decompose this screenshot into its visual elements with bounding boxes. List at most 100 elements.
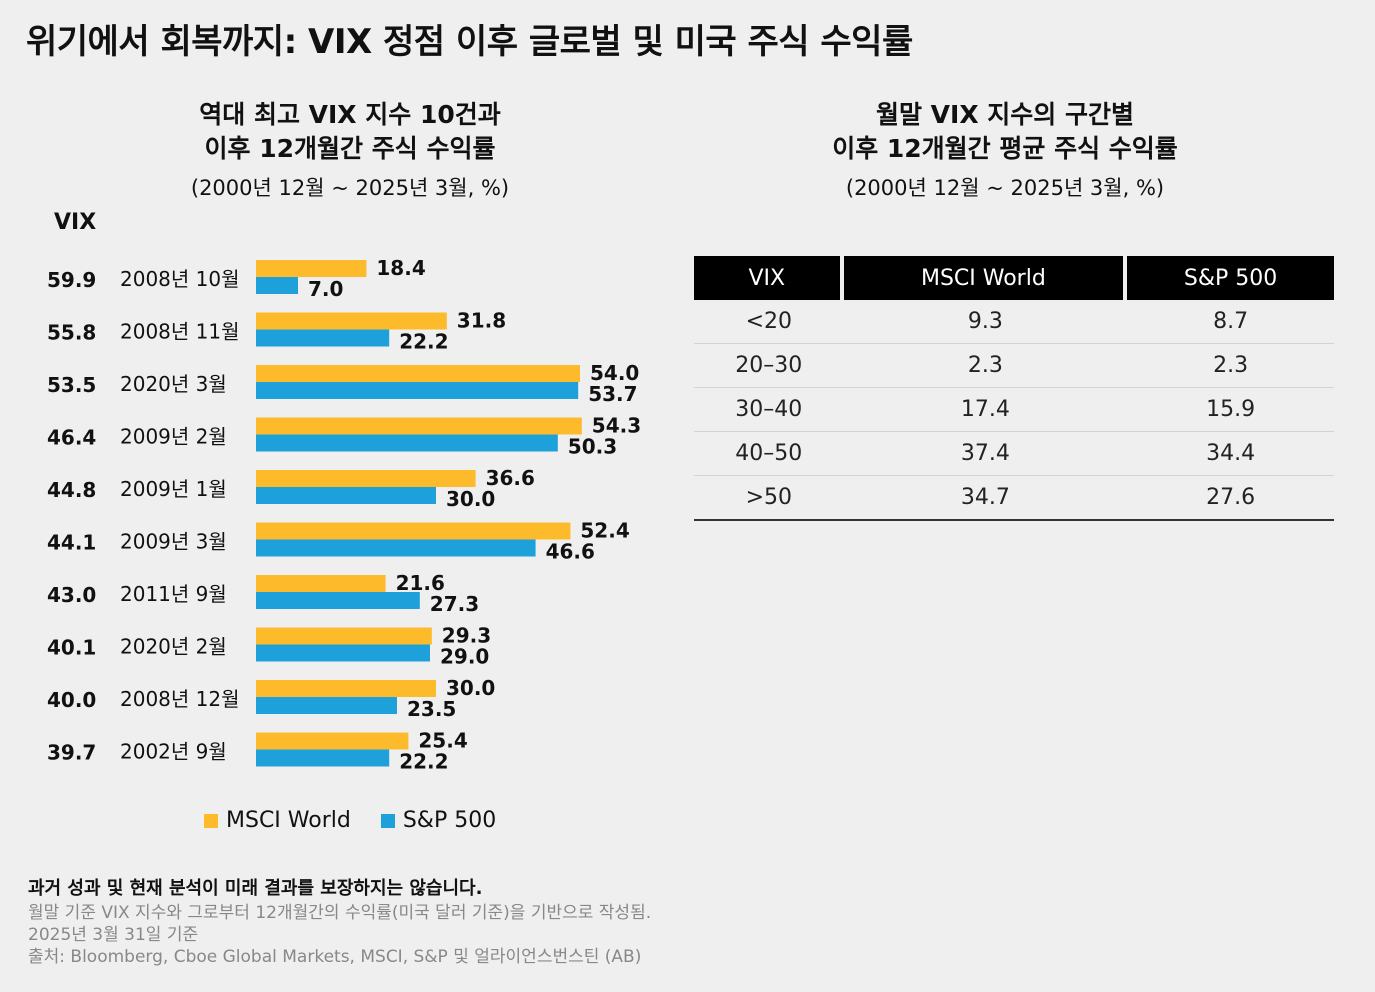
category-label: 2011년 9월 <box>120 582 227 606</box>
category-label: 2008년 11월 <box>120 320 240 344</box>
data-label-sp: 50.3 <box>568 435 617 459</box>
msci-value-cell: 17.4 <box>843 388 1128 432</box>
table-body: <20 9.3 8.7 20–30 2.3 2.3 30–40 17.4 15.9 40–50 37… <box>694 300 1334 521</box>
bar-sp <box>256 749 390 767</box>
table-row: 40–50 37.4 34.4 <box>694 432 1334 476</box>
sp-value-cell: 27.6 <box>1127 476 1334 521</box>
page-title: 위기에서 회복까지: VIX 정점 이후 글로벌 및 미국 주식 수익률 <box>26 22 913 62</box>
data-label-msci: 36.6 <box>486 466 535 490</box>
left-title-line1: 역대 최고 VIX 지수 10건과 <box>199 100 501 129</box>
data-label-msci: 31.8 <box>457 309 506 333</box>
data-label-sp: 30.0 <box>446 487 495 511</box>
category-label: 2002년 9월 <box>120 740 227 764</box>
left-chart-range: (2000년 12월 ~ 2025년 3월, %) <box>190 176 510 200</box>
bar-sp <box>256 329 390 347</box>
bar-sp <box>256 277 298 294</box>
category-label: 2020년 2월 <box>120 635 227 659</box>
chart-legend: MSCI World S&P 500 <box>204 808 496 833</box>
table-row: 20–30 2.3 2.3 <box>694 344 1334 388</box>
right-title-line1: 월말 VIX 지수의 구간별 <box>875 100 1135 129</box>
bar-msci <box>256 522 571 540</box>
legend-label-sp: S&P 500 <box>402 808 497 833</box>
table-header-vix: VIX <box>694 256 844 300</box>
category-label: 2008년 10월 <box>120 267 240 291</box>
msci-value-cell: 2.3 <box>843 344 1128 388</box>
legend-swatch-msci <box>204 813 218 828</box>
table-row: >50 34.7 27.6 <box>694 476 1334 521</box>
sp-value-cell: 34.4 <box>1127 432 1334 476</box>
vix-value-label: 46.4 <box>47 426 96 450</box>
table-header-sp: S&P 500 <box>1127 256 1334 300</box>
bar-sp <box>256 644 430 662</box>
vix-value-label: 39.7 <box>47 741 96 765</box>
msci-value-cell: 37.4 <box>843 432 1128 476</box>
vix-value-label: 55.8 <box>47 321 96 345</box>
footer-date: 2025년 3월 31일 기준 <box>28 925 199 945</box>
data-label-sp: 29.0 <box>440 645 489 669</box>
data-label-msci: 52.4 <box>580 519 629 543</box>
data-label-sp: 27.3 <box>430 592 479 616</box>
right-table-title: 월말 VIX 지수의 구간별 이후 12개월간 평균 주식 수익률 <box>760 98 1250 166</box>
category-label: 2020년 3월 <box>120 372 227 396</box>
vix-value-label: 43.0 <box>47 583 96 607</box>
legend-item-sp: S&P 500 <box>380 808 497 833</box>
data-label-msci: 25.4 <box>418 729 467 753</box>
footer: 과거 성과 및 현재 분석이 미래 결과를 보장하지는 않습니다. 월말 기준 … <box>28 874 651 968</box>
vix-value-label: 40.1 <box>47 636 96 660</box>
data-label-msci: 54.0 <box>590 361 639 385</box>
data-label-sp: 22.2 <box>399 750 448 774</box>
bar-msci <box>256 575 386 592</box>
bar-msci <box>256 312 447 330</box>
right-title-line2: 이후 12개월간 평균 주식 수익률 <box>832 134 1178 163</box>
data-label-sp: 7.0 <box>308 277 343 301</box>
vix-value-label: 44.8 <box>47 478 96 502</box>
vix-range-cell: 40–50 <box>694 432 844 476</box>
data-label-sp: 23.5 <box>407 697 456 721</box>
bar-chart: 59.9 2008년 10월 18.4 7.0 55.8 2008년 11월 31.8 22.… <box>47 256 641 774</box>
footer-source: 출처: Bloomberg, Cboe Global Markets, MSCI… <box>28 947 642 967</box>
table-header-row: VIX MSCI World S&P 500 <box>694 256 1334 300</box>
data-label-sp: 46.6 <box>546 540 595 564</box>
left-chart-title: 역대 최고 VIX 지수 10건과 이후 12개월간 주식 수익률 <box>140 98 560 166</box>
bar-sp <box>256 434 558 452</box>
sp-value-cell: 15.9 <box>1127 388 1334 432</box>
footer-note: 월말 기준 VIX 지수와 그로부터 12개월간의 수익률(미국 달러 기준)을… <box>28 903 652 923</box>
data-label-msci: 21.6 <box>396 571 445 595</box>
sp-value-cell: 8.7 <box>1127 300 1334 344</box>
legend-item-msci: MSCI World <box>204 808 351 833</box>
bar-sp <box>256 539 536 557</box>
disclaimer: 과거 성과 및 현재 분석이 미래 결과를 보장하지는 않습니다. <box>28 878 483 899</box>
bar-msci <box>256 680 436 697</box>
table-header-msci: MSCI World <box>843 256 1128 300</box>
sp-value-cell: 2.3 <box>1127 344 1334 388</box>
bar-msci <box>256 627 432 645</box>
bar-msci <box>256 365 580 382</box>
legend-swatch-sp <box>380 813 395 828</box>
bar-sp <box>256 697 397 714</box>
category-label: 2009년 1월 <box>120 477 227 501</box>
vix-range-cell: <20 <box>694 300 844 344</box>
vix-value-label: 59.9 <box>47 268 96 292</box>
bar-sp <box>256 382 579 399</box>
left-title-line2: 이후 12개월간 주식 수익률 <box>204 134 496 163</box>
vix-range-cell: 20–30 <box>694 344 844 388</box>
data-label-msci: 30.0 <box>446 676 495 700</box>
bar-msci <box>256 260 367 277</box>
bar-msci <box>256 732 409 750</box>
bar-msci <box>256 417 582 435</box>
data-label-sp: 22.2 <box>399 330 448 354</box>
bar-sp <box>256 487 436 504</box>
data-label-msci: 29.3 <box>442 624 491 648</box>
legend-label-msci: MSCI World <box>226 808 351 833</box>
vix-range-cell: >50 <box>694 476 844 521</box>
vix-range-cell: 30–40 <box>694 388 844 432</box>
table-row: <20 9.3 8.7 <box>694 300 1334 344</box>
category-label: 2008년 12월 <box>120 687 240 711</box>
data-label-msci: 18.4 <box>376 256 425 280</box>
vix-value-label: 44.1 <box>47 531 96 555</box>
data-label-sp: 53.7 <box>588 382 637 406</box>
vix-value-label: 53.5 <box>47 373 96 397</box>
msci-value-cell: 34.7 <box>843 476 1128 521</box>
bar-msci <box>256 470 476 487</box>
table-row: 30–40 17.4 15.9 <box>694 388 1334 432</box>
